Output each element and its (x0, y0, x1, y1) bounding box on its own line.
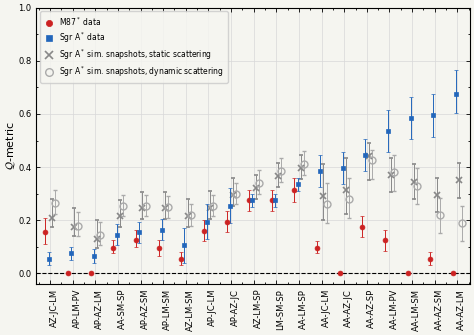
Legend: M87$^*$ data, Sgr A$^*$ data, Sgr A$^*$ sim. snapshots, static scattering, Sgr A: M87$^*$ data, Sgr A$^*$ data, Sgr A$^*$ … (40, 11, 228, 83)
Y-axis label: $\mathcal{Q}$-metric: $\mathcal{Q}$-metric (4, 121, 17, 171)
